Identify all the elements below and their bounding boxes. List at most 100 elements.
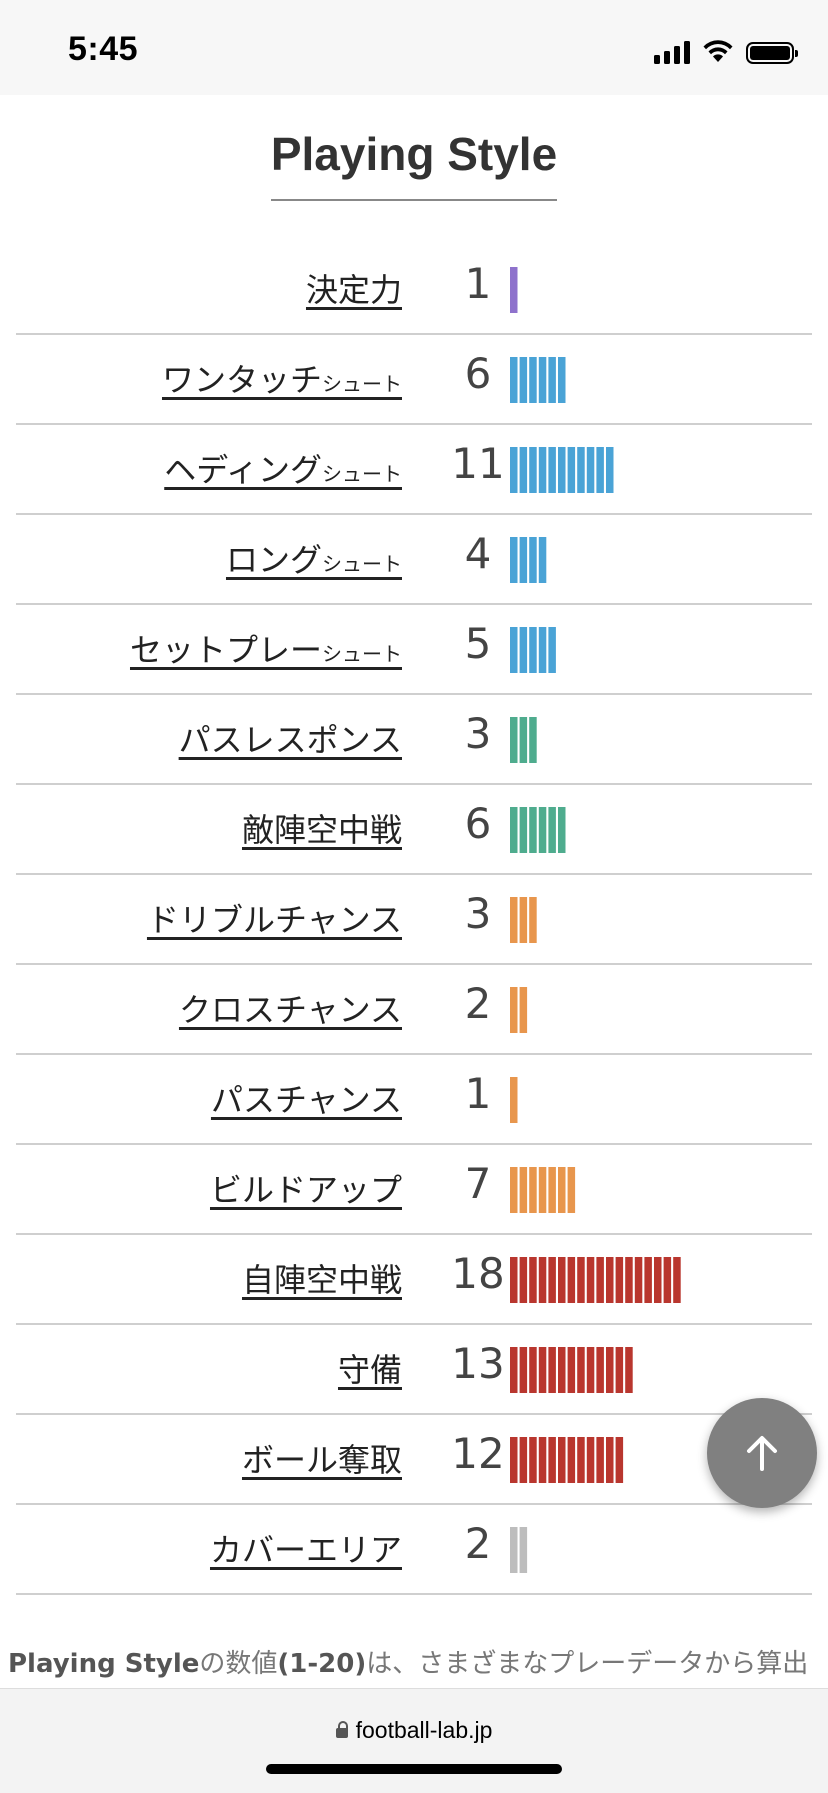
url-display[interactable]: football-lab.jp <box>0 1717 828 1744</box>
bar-segment <box>519 1167 528 1213</box>
bar-segment <box>567 1437 576 1483</box>
style-row: ロングシュート 4 <box>16 515 812 605</box>
style-value: 1 <box>464 1069 492 1118</box>
bar-segment <box>510 1167 518 1213</box>
bar-segment <box>644 1257 652 1303</box>
bar-segment <box>615 1347 624 1393</box>
bar-segment <box>529 537 537 583</box>
style-value: 7 <box>464 1159 492 1208</box>
bar-segment <box>606 1347 614 1393</box>
style-row: 敵陣空中戦 6 <box>16 785 812 875</box>
bar-segment <box>654 1257 662 1303</box>
bar-segment <box>519 1527 528 1573</box>
style-value: 1 <box>464 259 492 308</box>
style-label-link[interactable]: ワンタッチシュート <box>162 355 402 401</box>
style-label-text: ロング <box>225 541 322 579</box>
style-row: ヘディングシュート 11 <box>16 425 812 515</box>
style-label-link[interactable]: ビルドアップ <box>210 1165 402 1211</box>
style-value: 6 <box>464 799 492 848</box>
bar-segment <box>663 1257 672 1303</box>
style-row: ボール奪取 12 <box>16 1415 812 1505</box>
bar-segment <box>529 1347 537 1393</box>
style-label-text: セットプレー <box>129 631 322 669</box>
bar-segment <box>596 1437 604 1483</box>
bar-segment <box>510 447 518 493</box>
style-label-text: 敵陣空中戦 <box>241 811 402 849</box>
style-label-link[interactable]: 敵陣空中戦 <box>242 805 402 851</box>
bar-segment <box>529 1257 537 1303</box>
bar-segment <box>548 1257 556 1303</box>
bar-segment <box>586 1257 595 1303</box>
bar-segment <box>586 1437 595 1483</box>
bar-segment <box>586 447 595 493</box>
bar-segment <box>510 807 518 853</box>
style-bar-gauge <box>510 987 530 1033</box>
style-label-link[interactable]: セットプレーシュート <box>130 625 402 671</box>
cellular-signal-icon <box>654 40 690 64</box>
style-bar-gauge <box>510 1257 683 1303</box>
bar-segment <box>596 447 604 493</box>
style-bar-gauge <box>510 1437 626 1483</box>
bar-segment <box>567 1347 576 1393</box>
bar-segment <box>529 897 537 943</box>
url-text: football-lab.jp <box>355 1717 493 1743</box>
style-row: クロスチャンス 2 <box>16 965 812 1055</box>
style-label-link[interactable]: パスチャンス <box>211 1075 402 1121</box>
bar-segment <box>538 1167 547 1213</box>
style-label-link[interactable]: 自陣空中戦 <box>242 1255 402 1301</box>
style-label-link[interactable]: ドリブルチャンス <box>147 895 402 941</box>
style-bar-gauge <box>510 357 568 403</box>
playing-style-list: 決定力 1 ワンタッチシュート 6 ヘディングシュート 11 ロングシュート 4 セットプレーシ… <box>16 245 812 1595</box>
style-bar-gauge <box>510 1527 530 1573</box>
style-bar-gauge <box>510 627 558 673</box>
bar-segment <box>510 717 518 763</box>
style-bar-gauge <box>510 1347 635 1393</box>
style-label-text: ヘディング <box>164 451 322 489</box>
bar-segment <box>529 447 537 493</box>
style-bar-gauge <box>510 447 616 493</box>
style-row: パスレスポンス 3 <box>16 695 812 785</box>
bar-segment <box>538 1437 547 1483</box>
style-value: 5 <box>464 619 492 668</box>
style-label-sub: シュート <box>322 552 402 576</box>
style-label-link[interactable]: クロスチャンス <box>179 985 402 1031</box>
bar-segment <box>510 1347 518 1393</box>
style-label-link[interactable]: 決定力 <box>306 265 402 311</box>
bar-segment <box>558 447 566 493</box>
style-label-text: ワンタッチ <box>161 361 322 399</box>
section-title: Playing Style <box>0 127 828 207</box>
style-label-link[interactable]: ボール奪取 <box>242 1435 402 1481</box>
status-bar: 5:45 <box>0 0 828 95</box>
style-label-link[interactable]: 守備 <box>338 1345 402 1391</box>
style-label-text: パスチャンス <box>210 1081 402 1119</box>
style-label-text: 決定力 <box>305 271 402 309</box>
style-row: ワンタッチシュート 6 <box>16 335 812 425</box>
style-bar-gauge <box>510 537 549 583</box>
bar-segment <box>529 807 537 853</box>
style-value: 2 <box>464 1519 492 1568</box>
style-label-link[interactable]: ヘディングシュート <box>164 445 402 491</box>
style-label-link[interactable]: ロングシュート <box>226 535 402 581</box>
browser-url-bar[interactable]: football-lab.jp <box>0 1688 828 1793</box>
bar-segment <box>510 1527 518 1573</box>
style-label-text: ドリブルチャンス <box>146 901 402 939</box>
bar-segment <box>558 1347 566 1393</box>
bar-segment <box>519 1437 528 1483</box>
bar-segment <box>519 717 528 763</box>
bar-segment <box>606 447 614 493</box>
style-row: セットプレーシュート 5 <box>16 605 812 695</box>
style-row: パスチャンス 1 <box>16 1055 812 1145</box>
bar-segment <box>529 357 537 403</box>
scroll-to-top-button[interactable] <box>707 1398 817 1508</box>
style-label-link[interactable]: パスレスポンス <box>179 715 402 761</box>
footnote-bold-1: Playing Style <box>8 1649 200 1679</box>
bar-segment <box>519 987 528 1033</box>
bar-segment <box>510 987 518 1033</box>
footnote-bold-2: (1-20) <box>277 1649 367 1679</box>
bar-segment <box>548 1167 556 1213</box>
style-label-link[interactable]: カバーエリア <box>210 1525 402 1571</box>
bar-segment <box>510 267 518 313</box>
bar-segment <box>538 1347 547 1393</box>
bar-segment <box>577 1347 585 1393</box>
page-content: Playing Style 決定力 1 ワンタッチシュート 6 ヘディングシュート 11 ロ… <box>0 95 828 1595</box>
